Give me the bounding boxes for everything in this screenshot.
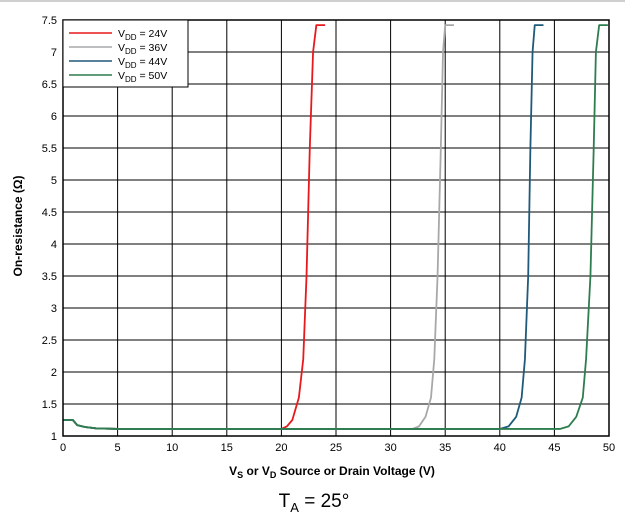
y-tick-label: 1.5 [42,399,57,411]
y-tick-label: 3.5 [42,271,57,283]
y-tick-label: 1 [51,431,57,443]
legend-box [62,19,189,88]
legend-label: VDD = 24V [118,28,167,42]
y-tick-label: 6 [51,111,57,123]
legend-label: VDD = 36V [118,42,167,56]
x-tick-label: 50 [603,442,615,454]
x-axis-title: VS or VD Source or Drain Voltage (V) [229,464,435,480]
y-tick-label: 3 [51,303,57,315]
x-tick-label: 25 [330,442,342,454]
legend: VDD = 24V VDD = 36V VDD = 44V VDD = 50V [62,19,189,88]
x-tick-label: 0 [60,442,66,454]
series-lines [63,24,608,430]
legend-entry: VDD = 50V [69,70,167,84]
y-tick-label: 5 [51,175,57,187]
y-axis-title: On-resistance (Ω) [11,176,25,277]
x-tick-labels: 0 5 10 15 20 25 30 35 40 45 50 [60,442,615,454]
top-divider [0,0,625,2]
series-line [63,24,608,430]
x-tick-label: 40 [494,442,506,454]
y-tick-label: 7.5 [42,15,57,27]
y-tick-label: 4 [51,239,57,251]
x-tick-label: 15 [221,442,233,454]
plot-frame [62,19,610,437]
y-tick-label: 7 [51,47,57,59]
y-tick-label: 2 [51,367,57,379]
legend-entry: VDD = 24V [69,28,167,42]
y-tick-labels: 1 1.5 2 2.5 3 3.5 4 4.5 5 5.5 6 6.5 7 7.5 [42,15,57,443]
y-tick-label: 5.5 [42,143,57,155]
x-tick-label: 35 [439,442,451,454]
legend-label: VDD = 50V [118,70,167,84]
x-tick-label: 45 [548,442,560,454]
y-tick-label: 2.5 [42,335,57,347]
x-tick-label: 20 [275,442,287,454]
y-tick-label: 6.5 [42,79,57,91]
x-tick-label: 5 [115,442,121,454]
legend-entry: VDD = 44V [69,56,167,70]
x-tick-label: 30 [384,442,396,454]
legend-label: VDD = 44V [118,56,167,70]
legend-entry: VDD = 36V [69,42,167,56]
temperature-caption: TA = 25° [279,491,350,515]
x-tick-label: 10 [166,442,178,454]
y-tick-label: 4.5 [42,207,57,219]
